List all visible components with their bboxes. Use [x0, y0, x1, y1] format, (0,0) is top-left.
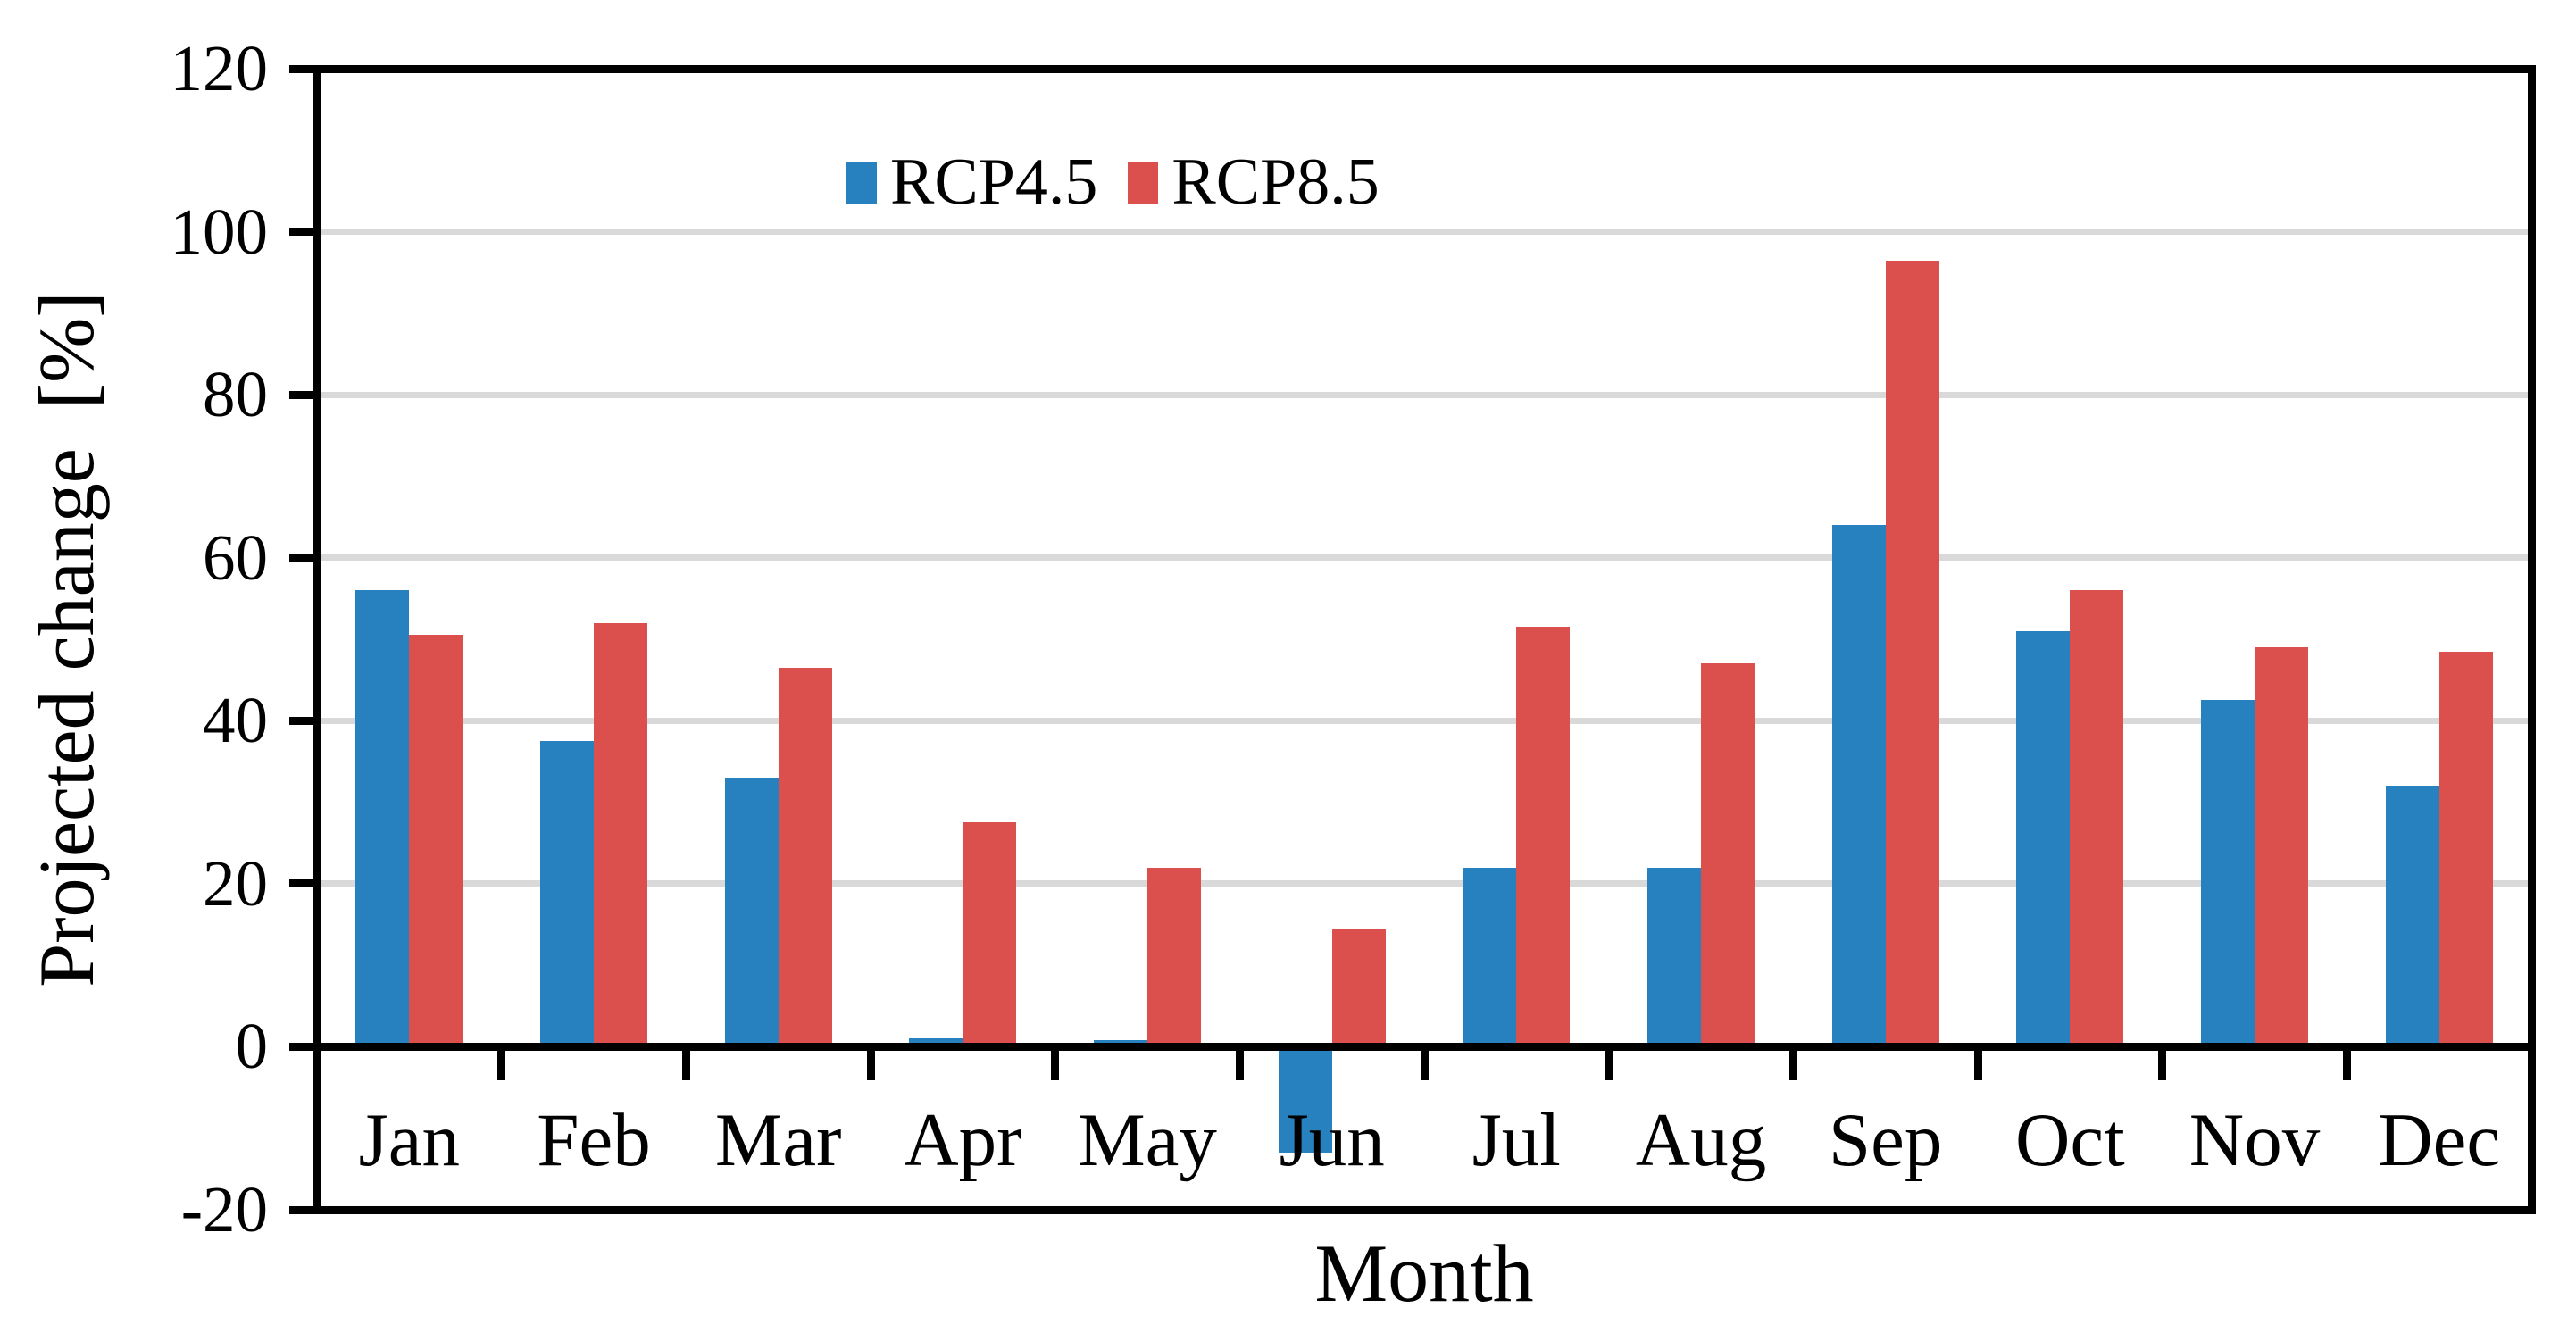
x-axis-tick: [1420, 1042, 1429, 1080]
bar-RCP8.5-May: [1146, 867, 1201, 1047]
legend-swatch-RCP8.5: [1128, 161, 1159, 204]
bar-RCP8.5-Jun: [1331, 929, 1386, 1047]
x-axis-title: Month: [1314, 1228, 1534, 1319]
y-axis-tick-40: [289, 716, 313, 725]
x-tick-label-mar: Mar: [714, 1098, 842, 1183]
y-axis-tick-80: [289, 390, 313, 399]
bar-RCP8.5-Mar: [778, 667, 832, 1047]
legend-label-RCP4.5: RCP4.5: [890, 146, 1098, 219]
plot-frame-bottom: [317, 1205, 2531, 1214]
x-tick-label-sep: Sep: [1828, 1098, 1943, 1183]
x-tick-label-nov: Nov: [2188, 1098, 2321, 1183]
bar-RCP4.5-Aug: [1646, 867, 1701, 1047]
x-axis-tick: [497, 1042, 506, 1080]
y-tick-label-100: 100: [170, 195, 269, 268]
bar-RCP8.5-Oct: [2070, 590, 2124, 1047]
plot-area: Jan Feb Mar Apr May Jun Jul Aug Sep Oct Nov Dec: [289, 64, 2536, 1214]
bar-RCP4.5-Dec: [2385, 786, 2439, 1047]
legend-item-RCP4.5: RCP4.5: [846, 146, 1098, 219]
x-axis-tick: [1235, 1042, 1244, 1080]
bar-RCP8.5-Sep: [1885, 260, 1939, 1047]
y-axis-tick-20: [289, 879, 313, 888]
bar-RCP8.5-Aug: [1700, 663, 1755, 1047]
plot-frame-top: [317, 64, 2531, 73]
x-tick-label-jul: Jul: [1471, 1098, 1561, 1183]
bar-RCP4.5-Apr: [909, 1038, 963, 1047]
x-tick-label-may: May: [1078, 1098, 1217, 1183]
legend-item-RCP8.5: RCP8.5: [1128, 146, 1380, 219]
bar-RCP4.5-Jun: [1278, 1046, 1332, 1154]
x-axis-tick: [681, 1042, 690, 1080]
y-tick-label-0: 0: [235, 1010, 269, 1083]
bar-RCP8.5-Dec: [2438, 651, 2493, 1047]
gridline-80: [317, 391, 2531, 398]
y-axis-tick-0: [289, 1042, 313, 1051]
y-tick-label-80: 80: [203, 358, 268, 431]
bar-RCP8.5-Apr: [963, 822, 1017, 1047]
y-tick-label-60: 60: [203, 521, 268, 594]
plot-frame-right: [2527, 64, 2536, 1214]
x-axis-tick: [1788, 1042, 1797, 1080]
bar-RCP8.5-Jul: [1516, 627, 1571, 1047]
x-tick-label-jan: Jan: [358, 1098, 460, 1183]
legend-swatch-RCP4.5: [846, 161, 877, 204]
y-tick-label-20: 20: [203, 846, 268, 920]
bar-RCP4.5-Feb: [539, 741, 594, 1047]
y-tick-label-40: 40: [203, 684, 268, 757]
x-axis-tick: [2342, 1042, 2351, 1080]
bar-RCP8.5-Feb: [593, 622, 647, 1047]
y-axis-line: [313, 64, 321, 1214]
y-axis-tick--20: [289, 1205, 313, 1214]
x-tick-label-dec: Dec: [2378, 1098, 2501, 1183]
x-axis-tick: [2158, 1042, 2167, 1080]
y-tick-label--20: -20: [180, 1173, 268, 1245]
y-axis-tick-120: [289, 64, 313, 73]
x-tick-label-apr: Apr: [904, 1098, 1022, 1183]
bar-RCP4.5-Nov: [2200, 700, 2255, 1047]
gridline-60: [317, 554, 2531, 562]
x-tick-label-aug: Aug: [1635, 1098, 1767, 1183]
gridline-100: [317, 229, 2531, 236]
gridline-20: [317, 880, 2531, 887]
x-tick-label-oct: Oct: [2014, 1098, 2125, 1183]
y-axis-tick-100: [289, 228, 313, 237]
bar-RCP4.5-Mar: [724, 778, 779, 1047]
legend-label-RCP8.5: RCP8.5: [1171, 146, 1380, 219]
x-axis-tick: [866, 1042, 875, 1080]
x-axis-tick: [1605, 1042, 1613, 1080]
bar-RCP4.5-Jan: [355, 590, 410, 1047]
y-axis-tick-60: [289, 554, 313, 562]
x-tick-label-feb: Feb: [537, 1098, 651, 1183]
bar-RCP4.5-Sep: [1831, 525, 1886, 1047]
x-tick-label-jun: Jun: [1279, 1098, 1385, 1183]
x-axis-tick: [1051, 1042, 1060, 1080]
bar-RCP4.5-Oct: [2016, 630, 2071, 1047]
bar-RCP8.5-Nov: [2254, 647, 2308, 1047]
legend: RCP4.5 RCP8.5: [846, 146, 1380, 219]
x-axis-tick: [1973, 1042, 1982, 1080]
y-tick-label-120: 120: [170, 32, 269, 104]
gridline-40: [317, 717, 2531, 724]
bar-RCP4.5-Jul: [1463, 867, 1517, 1047]
bar-RCP8.5-Jan: [409, 635, 463, 1047]
